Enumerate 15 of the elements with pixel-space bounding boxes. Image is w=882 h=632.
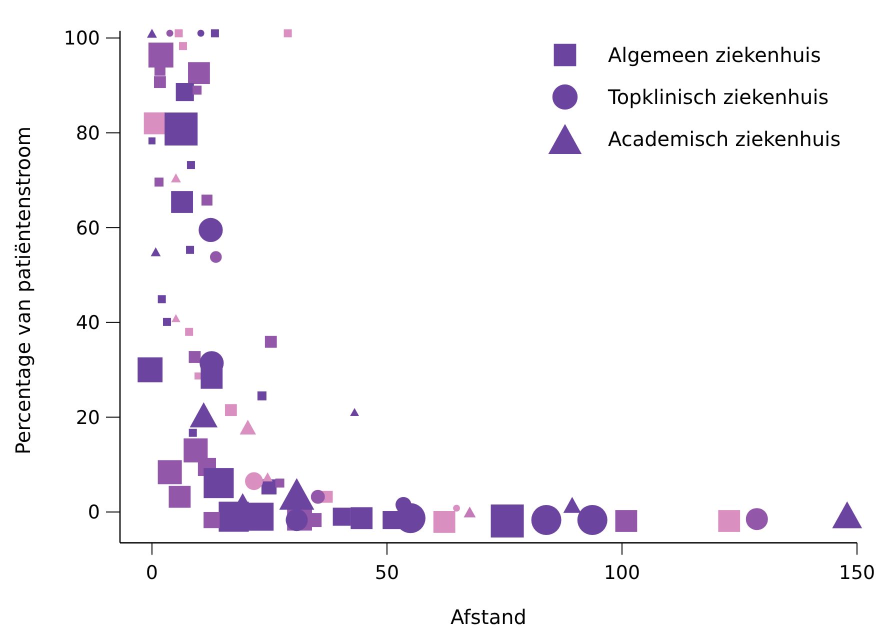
x-tick-label: 100	[604, 562, 640, 584]
y-tick-label: 100	[64, 28, 100, 50]
x-tick-label: 0	[146, 562, 158, 584]
y-axis-title: Percentage van patiëntenstroom	[11, 126, 35, 454]
x-tick-label: 150	[838, 562, 876, 584]
x-tick-label: 50	[374, 562, 400, 584]
y-tick-label: 0	[88, 502, 100, 524]
legend-label: Academisch ziekenhuis	[608, 127, 841, 151]
y-tick-label: 80	[76, 122, 100, 144]
y-tick-label: 60	[76, 217, 100, 240]
x-axis-title: Afstand	[450, 605, 526, 629]
y-tick-label: 20	[76, 406, 100, 429]
legend-label: Algemeen ziekenhuis	[608, 43, 821, 67]
y-tick-label: 40	[76, 312, 100, 334]
legend-label: Topklinisch ziekenhuis	[607, 85, 829, 109]
